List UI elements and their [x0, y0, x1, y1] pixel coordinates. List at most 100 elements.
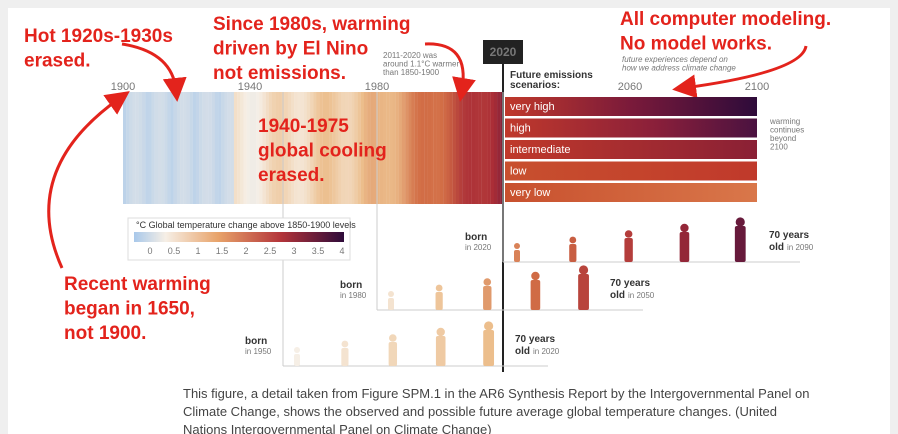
stripe: [161, 92, 165, 204]
stripe: [440, 92, 444, 204]
person-body: [435, 292, 443, 310]
stripe: [278, 92, 282, 204]
person-body: [341, 348, 349, 366]
stripe: [249, 92, 254, 204]
note: continues: [770, 126, 804, 135]
stripe: [490, 92, 495, 204]
stripe: [284, 92, 288, 204]
age: 70 years: [610, 278, 650, 289]
stripe: [395, 92, 399, 204]
stripe: [208, 92, 212, 204]
note: how we address climate change: [622, 64, 736, 73]
arrow: [672, 45, 808, 99]
scenario-band: [505, 161, 757, 181]
person-head: [294, 347, 300, 353]
stripe: [449, 92, 453, 204]
stripe: [392, 92, 396, 204]
stripe: [218, 92, 222, 204]
annotation: No model works.: [620, 34, 772, 55]
stripe: [246, 92, 250, 204]
scenario-label: low: [510, 166, 527, 178]
stripe: [360, 92, 365, 204]
stripe: [142, 92, 146, 204]
stripe: [240, 92, 244, 204]
old-year: in 2050: [628, 291, 655, 300]
stripe: [262, 92, 266, 204]
age: 70 years: [515, 334, 555, 345]
stripe: [173, 92, 178, 204]
annotation: began in 1650,: [64, 299, 195, 320]
stripe: [414, 92, 418, 204]
stripe: [427, 92, 431, 204]
stripe: [411, 92, 415, 204]
stripe: [294, 92, 298, 204]
old: old: [769, 242, 784, 253]
person-body: [734, 226, 746, 262]
year-label: 1940: [238, 81, 262, 93]
person-body: [388, 342, 398, 366]
note: than 1850-1900: [383, 68, 440, 77]
legend-tick: 2: [243, 246, 248, 256]
stripe: [382, 92, 387, 204]
stripe: [271, 92, 276, 204]
annotation: erased.: [24, 51, 91, 72]
stripe: [214, 92, 219, 204]
stripe: [462, 92, 466, 204]
stripe: [211, 92, 216, 204]
stripe: [389, 92, 393, 204]
year-now: 2020: [490, 45, 517, 59]
stripe: [455, 92, 460, 204]
stripe: [484, 92, 488, 204]
legend-tick: 3.5: [312, 246, 325, 256]
year-label: 1980: [365, 81, 389, 93]
stripe: [189, 92, 193, 204]
stripe: [243, 92, 247, 204]
stripe: [123, 92, 127, 204]
stripe: [433, 92, 437, 204]
stripe: [306, 92, 311, 204]
legend-tick: 4: [339, 246, 344, 256]
year-box: [483, 40, 523, 64]
stripe: [224, 92, 228, 204]
stripe: [170, 92, 174, 204]
note: 2011-2020 was: [383, 51, 437, 60]
person-head: [341, 340, 349, 348]
person-body: [514, 250, 520, 262]
note: 2100: [770, 143, 788, 152]
stripe: [373, 92, 377, 204]
person-head: [569, 236, 577, 244]
person-body: [530, 280, 541, 310]
stripe: [129, 92, 133, 204]
stripe: [351, 92, 355, 204]
legend-tick: 3: [291, 246, 296, 256]
stripe: [268, 92, 273, 204]
annotation: driven by El Nino: [213, 39, 368, 60]
person-head: [388, 291, 394, 297]
person-head: [435, 284, 443, 292]
stripe: [145, 92, 149, 204]
stripe: [221, 92, 225, 204]
person-head: [680, 223, 689, 233]
stripe: [265, 92, 269, 204]
stripe: [500, 92, 504, 204]
person-body: [483, 286, 492, 310]
stripe: [297, 92, 301, 204]
old-year: in 2020: [533, 347, 560, 356]
stripe: [443, 92, 447, 204]
stripe: [183, 92, 187, 204]
stripe: [138, 92, 143, 204]
person-head: [436, 327, 445, 337]
person-body: [388, 298, 394, 310]
arrow: [121, 42, 187, 102]
person-body: [294, 354, 300, 366]
stripe: [465, 92, 469, 204]
arrow: [424, 42, 476, 102]
note: future experiences depend on: [622, 55, 728, 64]
stripe: [481, 92, 485, 204]
stripe: [344, 92, 349, 204]
scenario-label: very high: [510, 101, 555, 113]
annotation: global cooling: [258, 141, 387, 162]
born-year: in 2020: [465, 243, 492, 252]
born: born: [245, 336, 267, 347]
note: beyond: [770, 134, 796, 143]
